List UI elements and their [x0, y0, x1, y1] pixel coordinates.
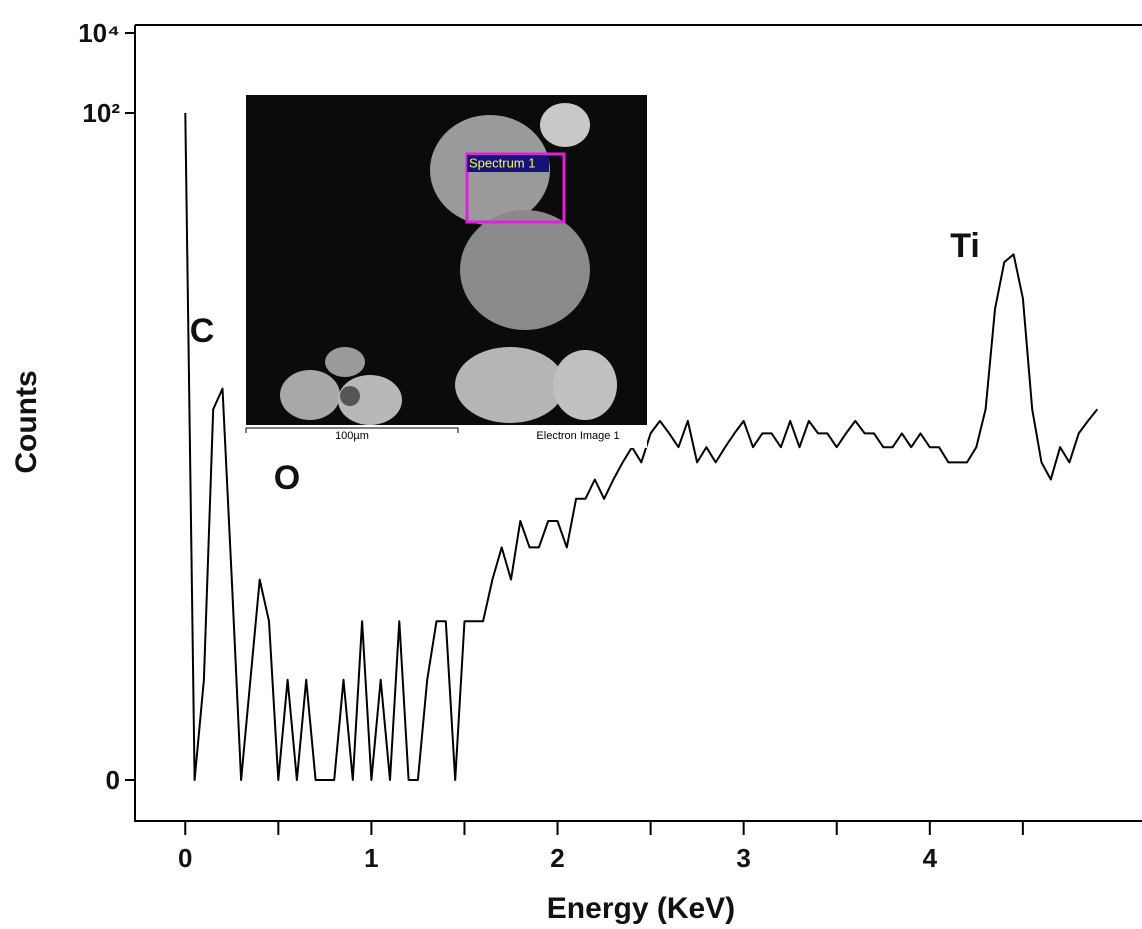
- y-tick-label: 10⁴: [78, 18, 120, 48]
- x-axis-title: Energy (KeV): [547, 892, 735, 925]
- x-tick-label: 0: [178, 843, 192, 873]
- inset-image: Spectrum 1 100µm Electron Image 1: [245, 95, 647, 448]
- y-tick-label: 10²: [82, 98, 120, 128]
- peak-annotation: O: [274, 459, 300, 497]
- y-tick-label: 0: [106, 765, 120, 795]
- peak-annotation: C: [190, 312, 215, 350]
- peak-annotation: Ti: [950, 227, 980, 265]
- particle: [455, 347, 565, 423]
- particle: [540, 103, 590, 147]
- x-tick-label: 1: [364, 843, 378, 873]
- x-tick-label: 2: [550, 843, 564, 873]
- scale-bar: [245, 427, 459, 433]
- image-label: Electron Image 1: [536, 430, 619, 442]
- y-axis-title: Counts: [10, 370, 43, 473]
- particle: [325, 347, 365, 377]
- plot-area: [184, 112, 1099, 781]
- x-tick-label: 4: [923, 843, 938, 873]
- particle: [460, 210, 590, 330]
- box-label-bg: [467, 155, 549, 172]
- scale-label: 100µm: [335, 430, 369, 442]
- particle: [553, 350, 617, 420]
- spectrum-line: [184, 112, 1099, 781]
- particle: [280, 370, 340, 420]
- inset-footer: [246, 425, 647, 448]
- box-label: Spectrum 1: [469, 155, 535, 170]
- x-tick-label: 3: [736, 843, 750, 873]
- spectrum-box: [465, 152, 566, 224]
- particle-hole: [340, 386, 360, 406]
